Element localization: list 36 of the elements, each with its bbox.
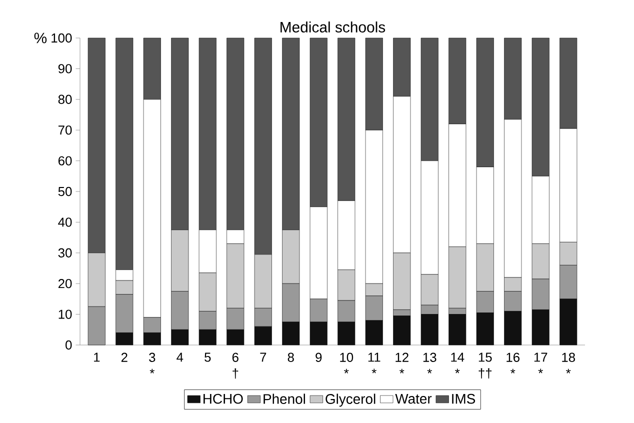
y-tick-label: 30 — [58, 248, 72, 258]
x-tick-label: 8 — [288, 352, 294, 362]
y-tick-label: 0 — [66, 340, 72, 350]
chart-title: Medical schools — [280, 22, 386, 32]
y-tick-label: 60 — [58, 156, 72, 166]
x-tick-label: 1 — [94, 352, 100, 362]
legend-label: HCHO — [204, 394, 243, 404]
x-tick-label: 14 * — [451, 352, 464, 374]
x-tick-label: 17 * — [534, 352, 548, 374]
x-tick-label: 10 * — [340, 352, 354, 374]
x-tick-label: 4 — [176, 352, 184, 362]
x-tick-label: 13 * — [423, 352, 436, 374]
y-tick-label: 40 — [58, 218, 72, 227]
legend-label: Glycerol — [326, 394, 376, 407]
x-tick-label: 3 * — [149, 352, 156, 374]
x-tick-label: 15 †† — [478, 352, 492, 378]
x-tick-label: 12 * — [396, 352, 408, 374]
legend-label: Water — [395, 394, 432, 404]
x-tick-label: 7 — [260, 352, 266, 362]
x-tick-label: 2 — [121, 352, 128, 362]
y-tick-label: 20 — [58, 279, 72, 288]
y-tick-label: 100 — [52, 33, 72, 43]
y-axis-title: % — [34, 32, 47, 44]
x-tick-label: 5 — [204, 352, 211, 362]
y-tick-label: 80 — [58, 94, 72, 104]
x-tick-label: 18 * — [562, 352, 575, 374]
x-tick-label: 11 * — [368, 352, 380, 374]
y-tick-label: 70 — [58, 126, 72, 135]
x-tick-label: 9 — [316, 352, 322, 362]
y-tick-label: 90 — [58, 64, 72, 74]
legend-label: IMS — [452, 394, 476, 404]
x-tick-label: 16 * — [506, 352, 520, 374]
y-tick-label: 50 — [58, 186, 72, 196]
legend-label: Phenol — [264, 394, 305, 404]
x-tick-label: 6 † — [232, 352, 238, 379]
y-tick-label: 10 — [58, 310, 72, 319]
